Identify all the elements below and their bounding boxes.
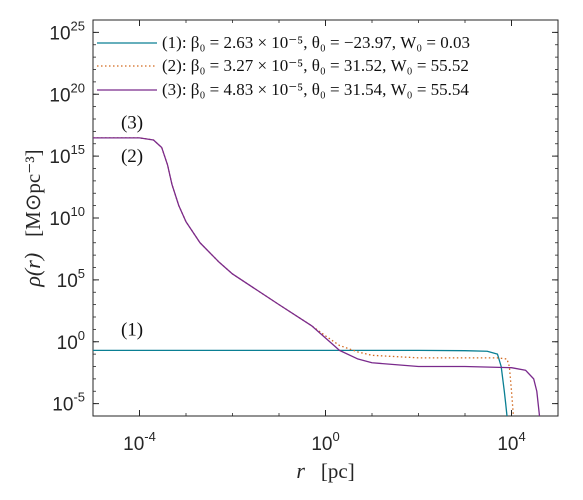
y-tick-label: 1015 [49,142,85,168]
y-axis-label: ρ(r)[M⊙pc⁻³] [20,149,45,287]
x-axis-label: r [pc] [296,458,354,483]
x-tick-label: 10-4 [123,429,156,455]
curve-annotation-2: (2) [121,146,143,167]
y-tick-label: 1010 [49,204,85,230]
legend: (1): β₀ = 2.63 × 10⁻⁵, θ₀ = −23.97, W₀ =… [97,33,470,99]
y-tick-label: 10-5 [52,390,85,416]
series-line-3 [93,137,541,416]
series-line-1 [93,349,508,416]
legend-entry-3: (3): β₀ = 4.83 × 10⁻⁵, θ₀ = 31.54, W₀ = … [162,80,469,99]
y-tick-label: 105 [57,266,85,292]
x-tick-label: 104 [497,429,525,455]
legend-entry-1: (1): β₀ = 2.63 × 10⁻⁵, θ₀ = −23.97, W₀ =… [162,33,470,52]
curve-annotation-1: (3) [121,113,143,134]
legend-entry-2: (2): β₀ = 3.27 × 10⁻⁵, θ₀ = 31.52, W₀ = … [162,56,469,75]
annotations: (3) (2) (1) [121,113,143,341]
series-line-2 [93,137,515,416]
y-tick-label: 1020 [49,80,85,106]
curve-annotation-3: (1) [121,319,143,340]
series-group [93,137,541,416]
y-tick-label: 100 [57,328,85,354]
y-tick-label: 1025 [49,18,85,44]
x-tick-label: 100 [311,429,339,455]
